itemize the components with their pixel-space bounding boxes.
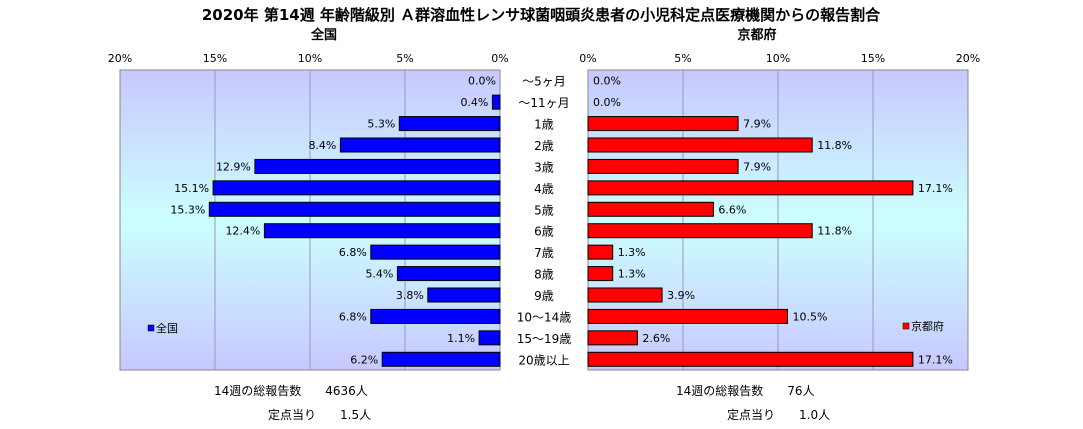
national-data-label: 8.4% xyxy=(308,139,336,152)
category-label: 7歳 xyxy=(534,246,554,260)
category-label: 8歳 xyxy=(534,268,554,282)
national-bar xyxy=(396,266,501,282)
national-data-label: 6.2% xyxy=(350,353,378,366)
category-label: 5歳 xyxy=(534,203,554,217)
national-bar xyxy=(370,308,501,324)
kyoto-bar xyxy=(587,137,813,153)
national-data-label: 1.1% xyxy=(447,332,475,345)
kyoto-x-ticks: 0% 5% 10% 15% 20% xyxy=(579,52,980,65)
kyoto-data-label: 3.9% xyxy=(667,289,695,302)
category-labels: ～5ヶ月 ～11ヶ月 1歳 2歳 3歳 4歳 5歳 6歳 7歳 8歳 9歳 10～14歳 15～19歳 2… xyxy=(517,75,572,368)
kyoto-data-label: 17.1% xyxy=(918,182,953,195)
national-data-label: 3.8% xyxy=(396,289,424,302)
national-bar xyxy=(263,223,501,239)
kyoto-x-tick-label: 10% xyxy=(766,52,790,65)
kyoto-data-label: 1.3% xyxy=(618,268,646,281)
category-label: 10～14歳 xyxy=(517,310,572,324)
kyoto-bar xyxy=(587,308,788,324)
kyoto-bar xyxy=(587,330,638,346)
kyoto-bar xyxy=(587,223,813,239)
kyoto-legend-swatch xyxy=(902,322,910,330)
national-bar xyxy=(370,244,501,260)
kyoto-bar xyxy=(587,158,739,174)
national-bar xyxy=(427,287,501,303)
category-label: ～11ヶ月 xyxy=(518,96,569,110)
national-data-label: 5.3% xyxy=(367,118,395,131)
national-bar xyxy=(491,94,501,110)
national-data-label: 12.9% xyxy=(216,160,251,173)
national-bar xyxy=(212,180,501,196)
category-label: 3歳 xyxy=(534,160,554,174)
national-bar xyxy=(339,137,501,153)
kyoto-data-label: 0.0% xyxy=(593,96,621,109)
kyoto-data-label: 10.5% xyxy=(793,310,828,323)
kyoto-bar xyxy=(587,116,739,132)
national-data-label: 15.3% xyxy=(170,203,205,216)
kyoto-x-tick-label: 0% xyxy=(579,52,596,65)
kyoto-bar xyxy=(587,201,714,217)
kyoto-data-label: 6.6% xyxy=(718,203,746,216)
national-bar xyxy=(478,330,501,346)
national-legend-swatch xyxy=(147,324,155,332)
national-data-labels: 0.0% 0.4% 5.3% 8.4% 12.9% 15.1% 15.3% 12.4% 6.8%… xyxy=(170,75,496,367)
kyoto-panel-title: 京都府 xyxy=(737,27,776,43)
kyoto-bar xyxy=(587,266,614,282)
national-bar xyxy=(381,351,501,367)
national-bars xyxy=(208,94,501,367)
national-x-tick-label: 10% xyxy=(298,52,322,65)
kyoto-bar xyxy=(587,244,614,260)
national-x-tick-label: 0% xyxy=(491,52,508,65)
chart-title: 2020年 第14週 年齢階級別 Ａ群溶血性レンサ球菌咽頭炎患者の小児科定点医療… xyxy=(202,6,881,24)
national-legend: 全国 xyxy=(147,321,178,335)
category-label: 1歳 xyxy=(534,118,554,132)
national-bar xyxy=(254,158,501,174)
category-label: 9歳 xyxy=(534,289,554,303)
kyoto-data-label: 7.9% xyxy=(743,118,771,131)
national-data-label: 6.8% xyxy=(339,310,367,323)
category-label: 4歳 xyxy=(534,182,554,196)
kyoto-bars xyxy=(587,116,914,367)
national-bar xyxy=(208,201,501,217)
category-label: 2歳 xyxy=(534,139,554,153)
national-data-label: 12.4% xyxy=(225,225,260,238)
kyoto-x-tick-label: 20% xyxy=(956,52,980,65)
category-label: 20歳以上 xyxy=(518,353,569,367)
kyoto-total-reports: 14週の総報告数 76人 xyxy=(676,383,815,398)
kyoto-data-label: 1.3% xyxy=(618,246,646,259)
national-data-label: 0.0% xyxy=(468,75,496,88)
national-data-label: 5.4% xyxy=(365,268,393,281)
kyoto-bar xyxy=(587,351,914,367)
national-data-label: 0.4% xyxy=(460,96,488,109)
kyoto-legend: 京都府 xyxy=(902,319,944,333)
kyoto-data-label: 11.8% xyxy=(817,225,852,238)
kyoto-data-label: 7.9% xyxy=(743,160,771,173)
kyoto-bar xyxy=(587,287,663,303)
kyoto-data-label: 2.6% xyxy=(642,332,670,345)
kyoto-data-labels: 0.0% 0.0% 7.9% 11.8% 7.9% 17.1% 6.6% 11.8% 1.3% 1… xyxy=(593,75,953,367)
kyoto-x-tick-label: 5% xyxy=(674,52,691,65)
national-panel-title: 全国 xyxy=(310,27,337,43)
kyoto-x-tick-label: 15% xyxy=(861,52,885,65)
kyoto-bar xyxy=(587,180,914,196)
kyoto-data-label: 17.1% xyxy=(918,353,953,366)
national-total-reports: 14週の総報告数 4636人 xyxy=(214,383,368,398)
kyoto-legend-label: 京都府 xyxy=(911,319,944,333)
national-per-site: 定点当り 1.5人 xyxy=(268,407,371,422)
kyoto-data-label: 0.0% xyxy=(593,75,621,88)
category-label: 6歳 xyxy=(534,225,554,239)
national-data-label: 6.8% xyxy=(339,246,367,259)
kyoto-data-label: 11.8% xyxy=(817,139,852,152)
national-x-tick-label: 5% xyxy=(396,52,413,65)
kyoto-per-site: 定点当り 1.0人 xyxy=(727,407,830,422)
national-x-ticks: 20% 15% 10% 5% 0% xyxy=(108,52,509,65)
national-bar xyxy=(398,116,501,132)
category-label: ～5ヶ月 xyxy=(522,75,566,89)
national-data-label: 15.1% xyxy=(174,182,209,195)
national-x-tick-label: 15% xyxy=(203,52,227,65)
national-legend-label: 全国 xyxy=(156,321,178,335)
category-label: 15～19歳 xyxy=(517,332,572,346)
national-x-tick-label: 20% xyxy=(108,52,132,65)
